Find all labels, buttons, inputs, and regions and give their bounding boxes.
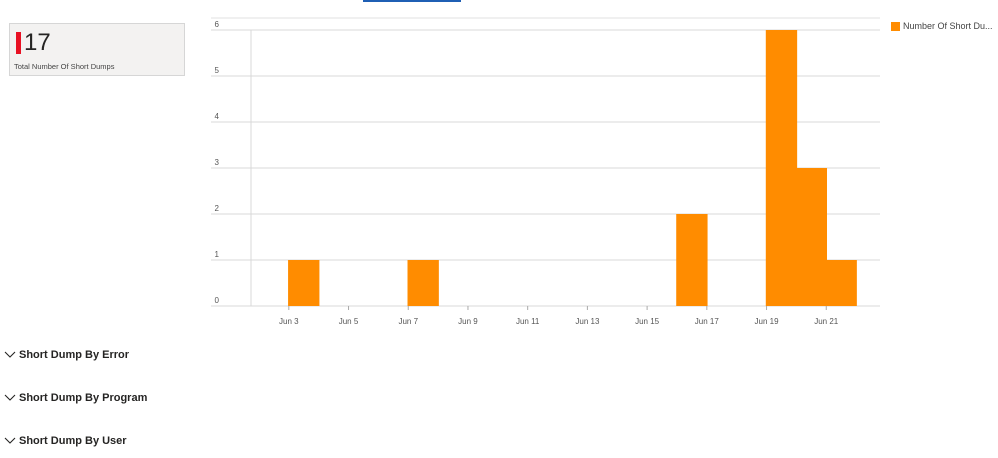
x-tick-label: Jun 9 [458,317,478,326]
bar-jun-3 [288,260,320,306]
x-tick-label: Jun 19 [755,317,780,326]
section-short-dump-by-program[interactable]: Short Dump By Program [4,392,147,404]
bar-jun-19 [765,30,798,306]
y-tick-label: 6 [215,20,220,29]
active-tab-indicator[interactable] [363,0,461,2]
x-tick-label: Jun 21 [814,317,839,326]
legend-label: Number Of Short Du... [903,21,993,31]
bar-jun-7 [407,260,439,306]
y-tick-label: 0 [215,296,220,305]
bar-jun-16 [676,214,708,306]
section-title: Short Dump By Program [19,392,148,404]
x-tick-label: Jun 17 [695,317,720,326]
section-short-dump-by-error[interactable]: Short Dump By Error [4,349,129,361]
chevron-down-icon [4,394,16,401]
x-tick-label: Jun 5 [339,317,359,326]
legend-swatch [891,21,900,31]
chart-legend[interactable]: Number Of Short Du... [891,21,993,31]
bar-jun-21 [825,260,857,306]
section-title: Short Dump By Error [19,349,130,361]
section-title: Short Dump By User [19,435,127,447]
y-tick-label: 5 [215,66,220,75]
x-tick-label: Jun 7 [398,317,418,326]
section-short-dump-by-user[interactable]: Short Dump By User [4,435,127,447]
kpi-label: Total Number Of Short Dumps [14,62,115,71]
y-tick-label: 2 [215,204,220,213]
x-tick-label: Jun 15 [635,317,660,326]
kpi-value: 17 [24,29,51,56]
short-dumps-bar-chart: 0 1 2 3 4 5 6 Jun 3 Jun 5 Jun 7 Jun 9 Jun 11 Jun 13 J… [211,17,880,326]
x-tick-label: Jun 13 [575,317,600,326]
kpi-card-total-short-dumps: 17 Total Number Of Short Dumps [9,23,185,76]
y-tick-label: 4 [215,112,220,121]
chevron-down-icon [4,351,16,358]
chevron-down-icon [4,437,16,444]
y-tick-label: 1 [215,250,220,259]
bar-jun-20 [795,168,828,306]
kpi-accent-bar [16,32,21,54]
y-tick-label: 3 [215,158,220,167]
x-tick-label: Jun 11 [516,317,540,326]
x-tick-label: Jun 3 [279,317,299,326]
